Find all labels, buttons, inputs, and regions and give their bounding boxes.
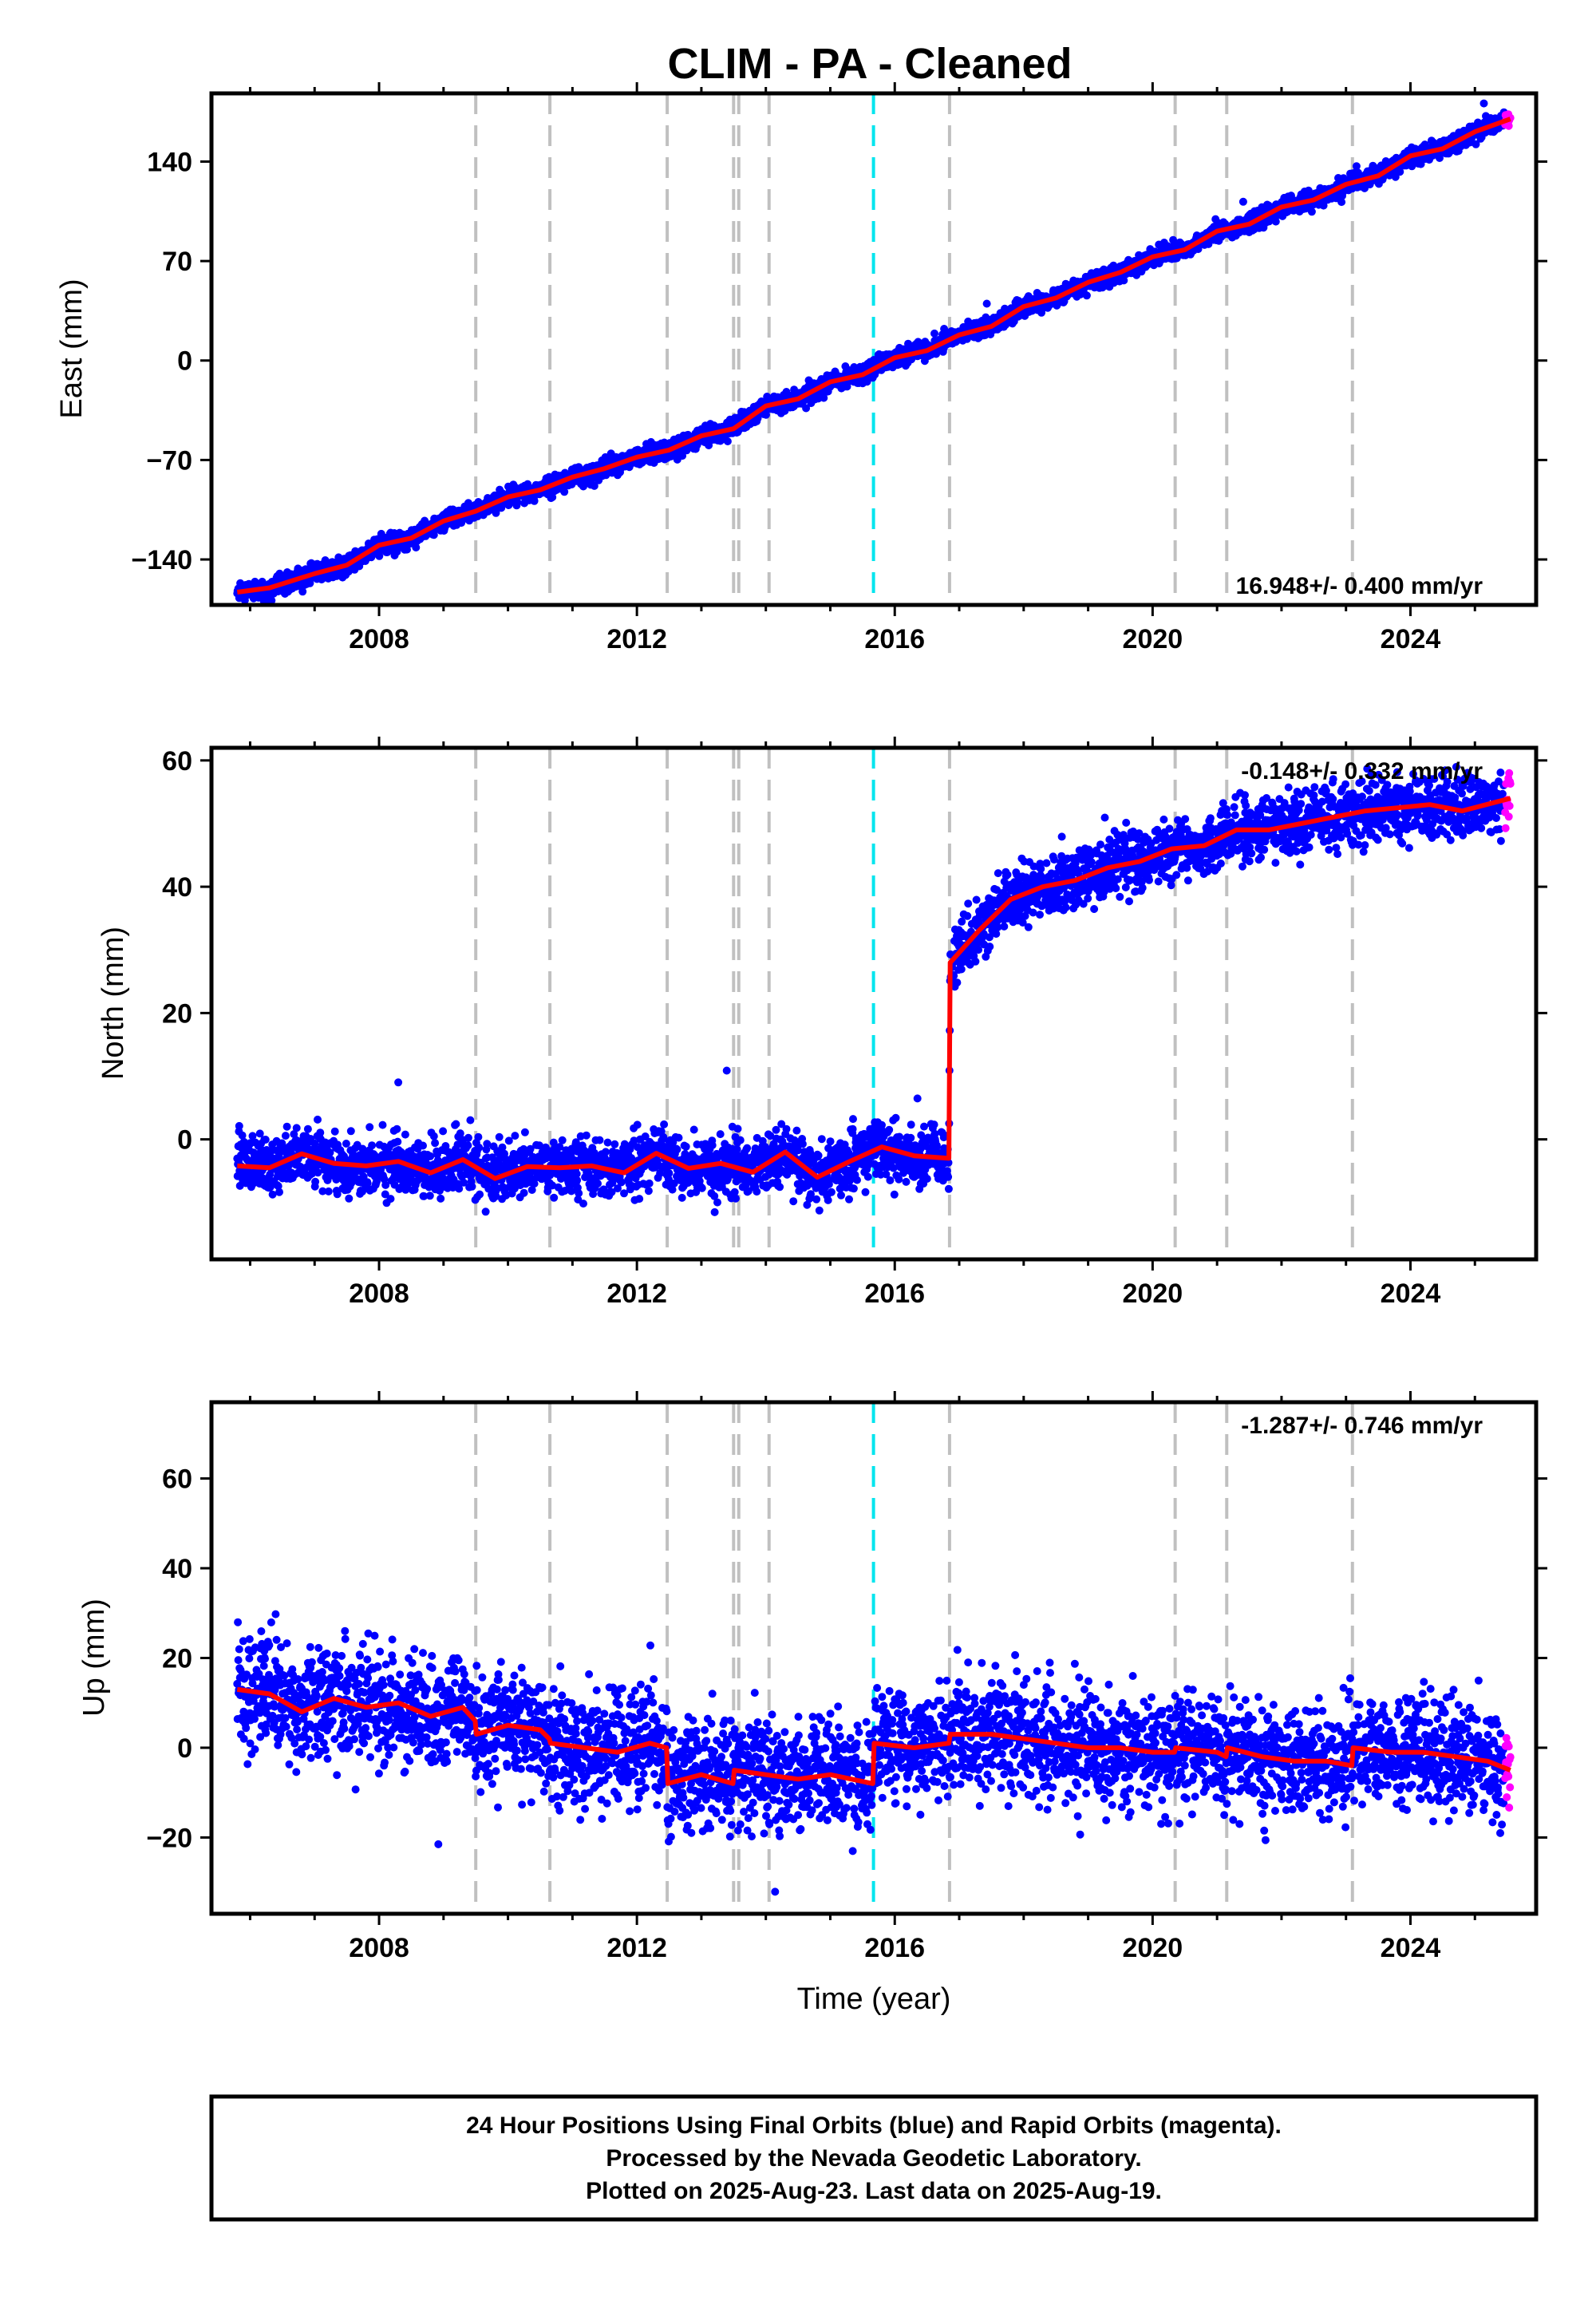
- up-y-tick-label: 0: [177, 1733, 192, 1764]
- north-y-tick-label: 0: [177, 1125, 192, 1156]
- north-y-tick-label: 20: [162, 998, 192, 1029]
- up-panel: 2008 2012 2016 2020 2024 −20 0 20 40 60 -1.287+/-…: [77, 1391, 1547, 2016]
- up-event-lines: [474, 1402, 1354, 1914]
- east-y-axis-label: East (mm): [55, 279, 89, 418]
- footer-line-1: 24 Hour Positions Using Final Orbits (bl…: [466, 2112, 1282, 2139]
- east-y-tick-label: 140: [147, 147, 192, 177]
- up-x-tick-label: 2012: [606, 1933, 667, 1963]
- up-x-tick-label: 2024: [1381, 1933, 1441, 1963]
- up-plot-frame: [209, 1400, 1539, 1916]
- east-x-tick-label: 2012: [606, 624, 667, 654]
- up-rapid-orbit-points: [1501, 1733, 1515, 1812]
- up-model-line: [236, 1686, 1511, 1786]
- north-x-tick-label: 2012: [606, 1279, 667, 1309]
- east-panel: 2008 2012 2016 2020 2024 −140 −70 0 70 140 16.948…: [55, 82, 1547, 654]
- up-rate-label: -1.287+/- 0.746 mm/yr: [1241, 1413, 1483, 1439]
- east-y-tick-label: 70: [162, 247, 192, 277]
- x-axis-label: Time (year): [797, 1982, 951, 2016]
- north-x-tick-label: 2016: [864, 1279, 925, 1309]
- east-y-tick-label: −140: [131, 545, 192, 575]
- east-event-lines: [474, 93, 1354, 605]
- up-y-tick-label: 60: [162, 1464, 192, 1495]
- figure-title: CLIM - PA - Cleaned: [667, 40, 1072, 88]
- up-y-tick-label: −20: [146, 1823, 192, 1853]
- up-x-tick-label: 2008: [349, 1933, 409, 1963]
- east-x-tick-label: 2008: [349, 624, 409, 654]
- east-model-curve: [236, 117, 1511, 595]
- north-y-tick-label: 60: [162, 746, 192, 777]
- east-x-tick-label: 2016: [864, 624, 925, 654]
- footer-box: 24 Hour Positions Using Final Orbits (bl…: [209, 2094, 1539, 2222]
- east-final-orbit-points: [233, 99, 1508, 605]
- east-x-tick-label: 2020: [1123, 624, 1183, 654]
- north-model-curve: [237, 796, 1511, 1181]
- up-y-tick-label: 40: [162, 1554, 192, 1584]
- up-y-tick-label: 20: [162, 1644, 192, 1674]
- north-x-tick-label: 2024: [1381, 1279, 1441, 1309]
- east-y-tick-label: −70: [146, 445, 192, 476]
- north-x-tick-label: 2020: [1123, 1279, 1183, 1309]
- north-x-tick-label: 2008: [349, 1279, 409, 1309]
- north-plot-frame: [209, 745, 1539, 1262]
- north-panel: 2008 2012 2016 2020 2024 0 20 40 60 -0.148+/- 0.…: [97, 737, 1547, 1309]
- east-plot-frame: [209, 91, 1539, 607]
- east-model-line: [236, 117, 1511, 595]
- footer-line-2: Processed by the Nevada Geodetic Laborat…: [606, 2145, 1141, 2172]
- north-rate-label: -0.148+/- 0.332 mm/yr: [1241, 758, 1483, 785]
- east-rate-label: 16.948+/- 0.400 mm/yr: [1236, 573, 1483, 599]
- footer-line-3: Plotted on 2025-Aug-23. Last data on 202…: [586, 2178, 1162, 2204]
- up-x-tick-label: 2020: [1123, 1933, 1183, 1963]
- footer-frame: [209, 2094, 1539, 2222]
- north-y-axis-label: North (mm): [97, 927, 130, 1080]
- east-y-tick-label: 0: [177, 346, 192, 377]
- north-model-line: [237, 796, 1511, 1181]
- up-model-curve: [236, 1686, 1511, 1786]
- east-x-tick-label: 2024: [1381, 624, 1441, 654]
- up-y-axis-label: Up (mm): [77, 1599, 111, 1717]
- up-axes: 2008 2012 2016 2020 2024 −20 0 20 40 60: [146, 1391, 1547, 1963]
- up-x-tick-label: 2016: [864, 1933, 925, 1963]
- north-y-tick-label: 40: [162, 872, 192, 903]
